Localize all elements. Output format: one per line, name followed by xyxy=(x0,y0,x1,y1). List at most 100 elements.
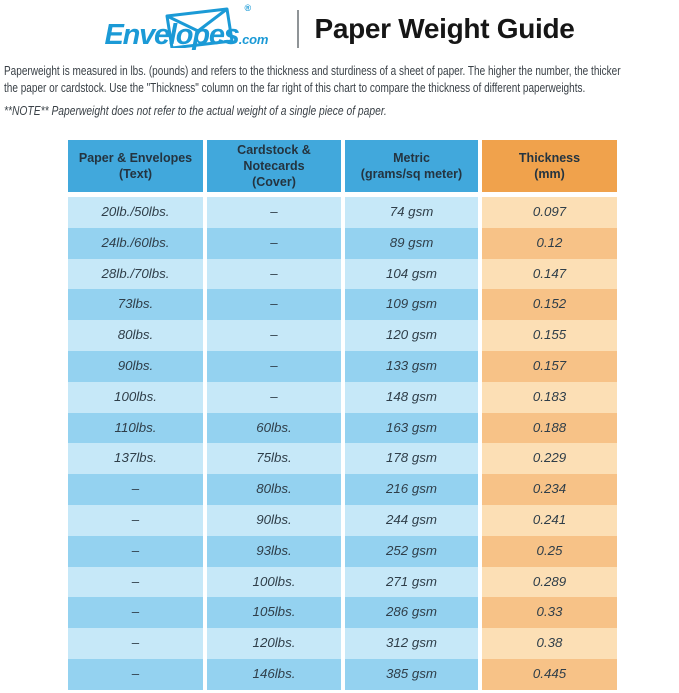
paper-cell: 137lbs. xyxy=(68,443,203,475)
intro-section: Paperweight is measured in lbs. (pounds)… xyxy=(4,63,679,119)
paper-cell: – xyxy=(68,658,203,690)
page-title: Paper Weight Guide xyxy=(314,13,575,44)
table-body: 20lb./50lbs. –74 gsm 0.097 24lb./60lbs. –89 … xyxy=(68,197,617,690)
cardstock-cell: 120lbs. xyxy=(207,628,341,659)
table-row: –146lbs. 385 gsm 0.445 xyxy=(68,658,617,690)
cardstock-cell: 90lbs. xyxy=(207,504,341,536)
cardstock-cell: 80lbs. xyxy=(207,474,341,505)
table-row: 80lbs. –120 gsm 0.155 xyxy=(68,320,617,351)
column-title: Thickness xyxy=(518,151,581,165)
thickness-cell: 0.147 xyxy=(482,258,617,290)
metric-cell: 271 gsm xyxy=(345,566,478,598)
table-row: –80lbs. 216 gsm 0.234 xyxy=(68,474,617,505)
metric-cell: 163 gsm xyxy=(345,412,478,444)
thickness-cell: 0.12 xyxy=(482,227,617,259)
metric-cell: 312 gsm xyxy=(345,628,478,659)
cardstock-cell: – xyxy=(207,258,341,290)
thickness-cell: 0.183 xyxy=(482,381,617,413)
intro-paragraph-line: Paperweight is measured in lbs. (pounds)… xyxy=(4,63,621,78)
paper-cell: – xyxy=(68,597,203,629)
paper-weight-table: Paper & Envelopes (Text) Cardstock & Not… xyxy=(68,140,617,690)
paper-cell: 80lbs. xyxy=(68,320,203,351)
paper-cell: 110lbs. xyxy=(68,412,203,444)
cardstock-cell: 146lbs. xyxy=(207,658,341,690)
table-row: –120lbs. 312 gsm 0.38 xyxy=(68,628,617,659)
metric-cell: 120 gsm xyxy=(345,320,478,351)
thickness-cell: 0.188 xyxy=(482,412,617,444)
header-divider xyxy=(297,10,300,48)
table-row: 90lbs. –133 gsm 0.157 xyxy=(68,350,617,382)
cardstock-cell: 93lbs. xyxy=(207,535,341,567)
paper-cell: 20lb./50lbs. xyxy=(68,197,203,228)
column-header-thickness: Thickness (mm) xyxy=(482,140,617,192)
paper-cell: 90lbs. xyxy=(68,350,203,382)
thickness-cell: 0.097 xyxy=(482,197,617,228)
paper-cell: 73lbs. xyxy=(68,289,203,321)
thickness-cell: 0.229 xyxy=(482,443,617,475)
column-subtitle: (mm) xyxy=(534,167,565,181)
envelope-icon xyxy=(165,7,234,48)
thickness-cell: 0.155 xyxy=(482,320,617,351)
brand-tld: .com xyxy=(238,32,269,47)
cardstock-cell: – xyxy=(207,320,341,351)
paper-cell: 24lb./60lbs. xyxy=(68,227,203,259)
column-subtitle: (Text) xyxy=(118,167,153,181)
intro-paragraph: Paperweight is measured in lbs. (pounds)… xyxy=(4,63,621,96)
column-title: Paper & Envelopes xyxy=(78,151,193,165)
metric-cell: 109 gsm xyxy=(345,289,478,321)
column-header-paper: Paper & Envelopes (Text) xyxy=(68,140,203,192)
cardstock-cell: – xyxy=(207,197,341,228)
paper-cell: – xyxy=(68,535,203,567)
cardstock-cell: – xyxy=(207,289,341,321)
table-row: 28lb./70lbs. –104 gsm 0.147 xyxy=(68,258,617,290)
column-header-cardstock: Cardstock & Notecards (Cover) xyxy=(207,140,341,192)
table-row: 110lbs. 60lbs. 163 gsm 0.188 xyxy=(68,412,617,444)
table-row: 100lbs. –148 gsm 0.183 xyxy=(68,381,617,413)
cardstock-cell: – xyxy=(207,381,341,413)
brand-logo: Envelopes.com ® xyxy=(104,3,282,53)
cardstock-cell: – xyxy=(207,350,341,382)
page-header: Envelopes.com ® Paper Weight Guide xyxy=(0,3,679,54)
metric-cell: 244 gsm xyxy=(345,504,478,536)
metric-cell: 286 gsm xyxy=(345,597,478,629)
table-row: –93lbs. 252 gsm 0.25 xyxy=(68,535,617,567)
paper-cell: – xyxy=(68,504,203,536)
thickness-cell: 0.152 xyxy=(482,289,617,321)
paper-cell: – xyxy=(68,566,203,598)
metric-cell: 178 gsm xyxy=(345,443,478,475)
intro-paragraph-line: the paper or cardstock. Use the "Thickne… xyxy=(4,79,586,95)
table-row: –90lbs. 244 gsm 0.241 xyxy=(68,504,617,536)
brand-word: Envelopes xyxy=(104,19,239,51)
table-row: –105lbs. 286 gsm 0.33 xyxy=(68,597,617,629)
table-row: 137lbs. 75lbs. 178 gsm 0.229 xyxy=(68,443,617,475)
cardstock-cell: 100lbs. xyxy=(207,566,341,598)
metric-cell: 104 gsm xyxy=(345,258,478,290)
table-header-row: Paper & Envelopes (Text) Cardstock & Not… xyxy=(68,140,617,192)
thickness-cell: 0.445 xyxy=(482,658,617,690)
table-row: 73lbs. –109 gsm 0.152 xyxy=(68,289,617,321)
paper-cell: – xyxy=(68,628,203,659)
column-subtitle: (Cover) xyxy=(252,175,296,189)
thickness-cell: 0.157 xyxy=(482,350,617,382)
column-title: Cardstock & Notecards xyxy=(237,143,311,173)
paper-cell: 100lbs. xyxy=(68,381,203,413)
metric-cell: 385 gsm xyxy=(345,658,478,690)
brand-name: Envelopes.com xyxy=(104,19,268,52)
metric-cell: 133 gsm xyxy=(345,350,478,382)
metric-cell: 252 gsm xyxy=(345,535,478,567)
thickness-cell: 0.25 xyxy=(482,535,617,567)
table-row: 20lb./50lbs. –74 gsm 0.097 xyxy=(68,197,617,228)
metric-cell: 216 gsm xyxy=(345,474,478,505)
cardstock-cell: 60lbs. xyxy=(207,412,341,444)
metric-cell: 74 gsm xyxy=(345,197,478,228)
thickness-cell: 0.234 xyxy=(482,474,617,505)
cardstock-cell: 75lbs. xyxy=(207,443,341,475)
paper-cell: – xyxy=(68,474,203,505)
column-title: Metric xyxy=(393,151,430,165)
thickness-cell: 0.241 xyxy=(482,504,617,536)
paper-cell: 28lb./70lbs. xyxy=(68,258,203,290)
table-row: –100lbs. 271 gsm 0.289 xyxy=(68,566,617,598)
metric-cell: 89 gsm xyxy=(345,227,478,259)
cardstock-cell: 105lbs. xyxy=(207,597,341,629)
thickness-cell: 0.289 xyxy=(482,566,617,598)
